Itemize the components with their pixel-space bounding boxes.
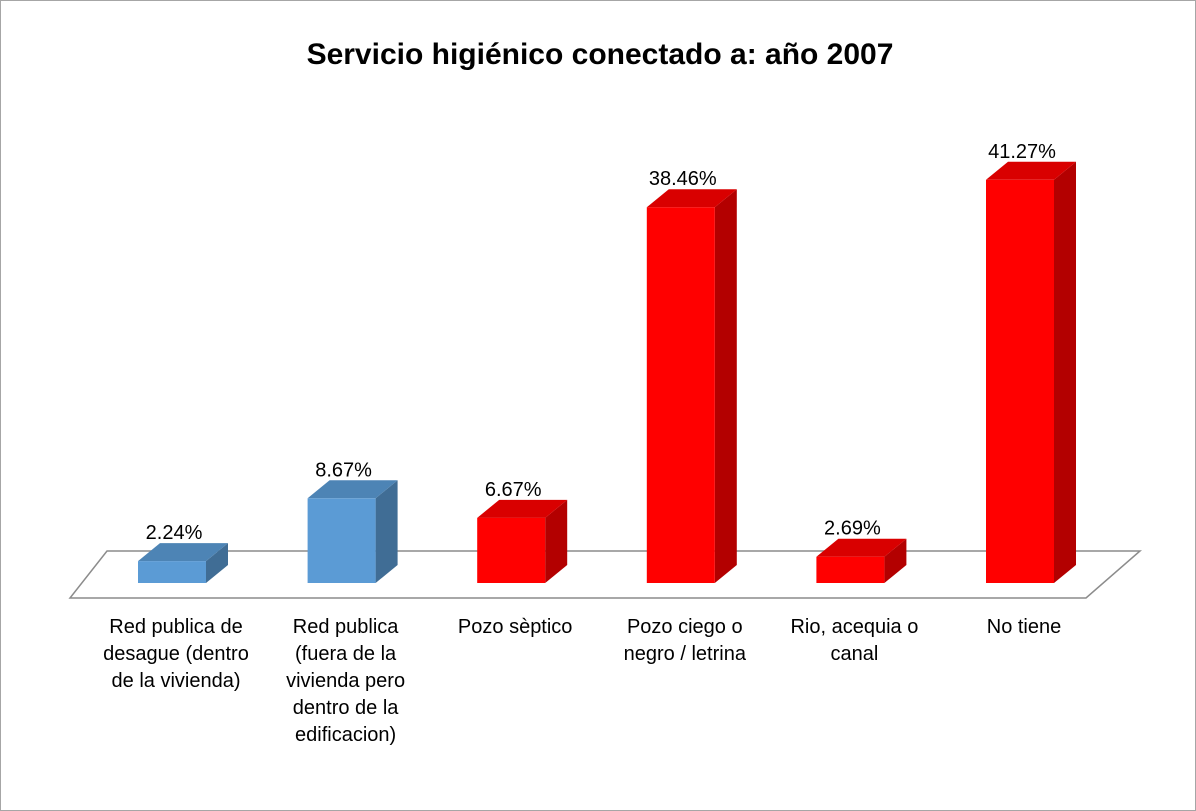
bar-side — [714, 189, 737, 584]
bar — [646, 207, 715, 584]
bar-side — [884, 538, 907, 583]
data-label: 8.67% — [315, 459, 372, 481]
bar-top — [477, 499, 568, 518]
x-tick-label: Pozo sèptico — [457, 616, 573, 638]
bar-side — [375, 480, 398, 583]
data-label: 2.24% — [146, 522, 203, 544]
bar — [307, 498, 376, 583]
bar — [477, 517, 546, 583]
data-label: 2.69% — [824, 518, 881, 540]
floor — [68, 550, 1143, 599]
x-tick-label: Rio, acequia o canal — [790, 616, 919, 665]
bar-top — [986, 161, 1076, 180]
bar-top — [138, 543, 228, 562]
data-label: 6.67% — [485, 479, 542, 501]
chart-title: Servicio higiénico conectado a: año 2007 — [307, 38, 894, 71]
bar-top — [816, 538, 907, 557]
bar — [986, 179, 1054, 583]
bar-top — [646, 189, 737, 208]
data-label: 41.27% — [988, 141, 1056, 163]
bar-side — [206, 543, 228, 583]
bar — [138, 561, 206, 583]
bar-top — [307, 480, 398, 499]
x-tick-label: No tiene — [986, 616, 1062, 638]
x-tick-label: Red publica de desague (dentro de la viv… — [103, 616, 249, 692]
x-tick-label: Pozo ciego o negro / letrina — [623, 616, 746, 665]
data-label: 38.46% — [649, 168, 717, 190]
bar — [816, 556, 885, 583]
bar-side — [1054, 161, 1076, 583]
x-tick-label: Red publica (fuera de la vivienda pero d… — [286, 616, 406, 746]
bar-side — [545, 499, 568, 583]
